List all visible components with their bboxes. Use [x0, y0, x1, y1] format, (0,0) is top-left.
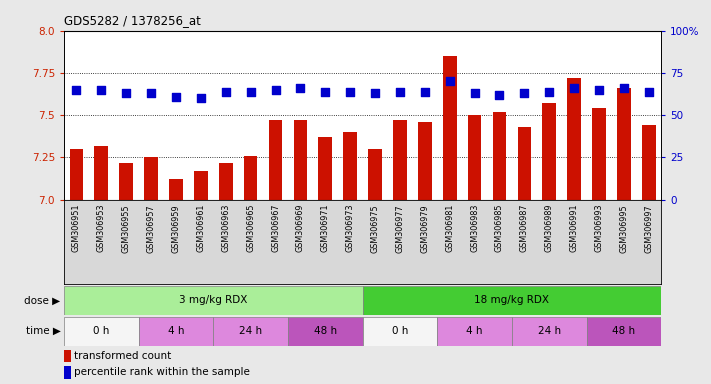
Text: GSM306961: GSM306961 — [196, 204, 205, 252]
Point — [70, 87, 82, 93]
Bar — [468, 115, 481, 200]
Bar — [64, 317, 139, 346]
Text: dose ▶: dose ▶ — [24, 295, 60, 306]
Bar — [493, 112, 506, 200]
Bar — [437, 317, 512, 346]
Point — [269, 87, 281, 93]
Point — [120, 90, 132, 96]
Point — [245, 88, 256, 94]
Text: 4 h: 4 h — [466, 326, 483, 336]
Bar — [512, 317, 587, 346]
Point — [170, 94, 181, 100]
Bar — [319, 137, 332, 200]
Text: GSM306997: GSM306997 — [644, 204, 653, 253]
Text: GSM306983: GSM306983 — [470, 204, 479, 252]
Text: GSM306975: GSM306975 — [370, 204, 380, 253]
Bar — [119, 162, 133, 200]
Point — [469, 90, 480, 96]
Text: 4 h: 4 h — [168, 326, 184, 336]
Point — [419, 88, 430, 94]
Text: GSM306959: GSM306959 — [171, 204, 181, 253]
Bar — [288, 317, 363, 346]
Text: 3 mg/kg RDX: 3 mg/kg RDX — [179, 295, 247, 306]
Point — [220, 88, 231, 94]
Point — [294, 85, 306, 91]
Text: GSM306989: GSM306989 — [545, 204, 554, 252]
Bar — [542, 103, 556, 200]
Bar — [70, 149, 83, 200]
Bar — [363, 317, 437, 346]
Text: 48 h: 48 h — [314, 326, 337, 336]
Text: GSM306963: GSM306963 — [221, 204, 230, 252]
Text: GSM306987: GSM306987 — [520, 204, 529, 252]
Point — [518, 90, 530, 96]
Bar — [368, 149, 382, 200]
Bar — [363, 286, 661, 315]
Text: 0 h: 0 h — [93, 326, 109, 336]
Bar — [518, 127, 531, 200]
Point — [344, 88, 356, 94]
Point — [618, 85, 630, 91]
Point — [195, 95, 206, 101]
Text: 24 h: 24 h — [239, 326, 262, 336]
Point — [95, 87, 107, 93]
Bar — [418, 122, 432, 200]
Bar — [194, 171, 208, 200]
Text: percentile rank within the sample: percentile rank within the sample — [74, 367, 250, 377]
Bar — [294, 120, 307, 200]
Point — [493, 92, 505, 98]
Text: GSM306967: GSM306967 — [271, 204, 280, 252]
Bar — [95, 146, 108, 200]
Bar — [393, 120, 407, 200]
Bar — [144, 157, 158, 200]
Text: GSM306979: GSM306979 — [420, 204, 429, 253]
Point — [444, 78, 455, 84]
Text: transformed count: transformed count — [74, 351, 171, 361]
Bar — [587, 317, 661, 346]
Point — [643, 88, 654, 94]
Bar — [244, 156, 257, 200]
Point — [593, 87, 604, 93]
Bar — [567, 78, 581, 200]
Bar — [64, 350, 71, 362]
Text: 18 mg/kg RDX: 18 mg/kg RDX — [474, 295, 550, 306]
Text: GSM306951: GSM306951 — [72, 204, 81, 252]
Text: GDS5282 / 1378256_at: GDS5282 / 1378256_at — [64, 14, 201, 27]
Bar — [343, 132, 357, 200]
Point — [543, 88, 555, 94]
Text: GSM306995: GSM306995 — [619, 204, 629, 253]
Text: GSM306955: GSM306955 — [122, 204, 131, 253]
Bar — [642, 125, 656, 200]
Text: 0 h: 0 h — [392, 326, 408, 336]
Point — [394, 88, 405, 94]
Text: GSM306965: GSM306965 — [246, 204, 255, 252]
Text: GSM306969: GSM306969 — [296, 204, 305, 252]
Text: GSM306985: GSM306985 — [495, 204, 504, 252]
Text: GSM306981: GSM306981 — [445, 204, 454, 252]
Bar — [64, 366, 71, 379]
Bar — [617, 88, 631, 200]
Point — [145, 90, 156, 96]
Bar — [169, 179, 183, 200]
Text: GSM306971: GSM306971 — [321, 204, 330, 252]
Text: GSM306953: GSM306953 — [97, 204, 106, 252]
Bar — [64, 286, 363, 315]
Bar — [443, 56, 456, 200]
Bar — [219, 162, 232, 200]
Bar — [269, 120, 282, 200]
Text: time ▶: time ▶ — [26, 326, 60, 336]
Text: GSM306991: GSM306991 — [570, 204, 579, 252]
Text: 48 h: 48 h — [612, 326, 636, 336]
Point — [568, 85, 579, 91]
Text: 24 h: 24 h — [538, 326, 561, 336]
Text: GSM306973: GSM306973 — [346, 204, 355, 252]
Text: GSM306993: GSM306993 — [594, 204, 604, 252]
Point — [370, 90, 381, 96]
Point — [319, 88, 331, 94]
Bar — [592, 108, 606, 200]
Text: GSM306957: GSM306957 — [146, 204, 156, 253]
Bar — [139, 317, 213, 346]
Bar — [213, 317, 288, 346]
Text: GSM306977: GSM306977 — [395, 204, 405, 253]
